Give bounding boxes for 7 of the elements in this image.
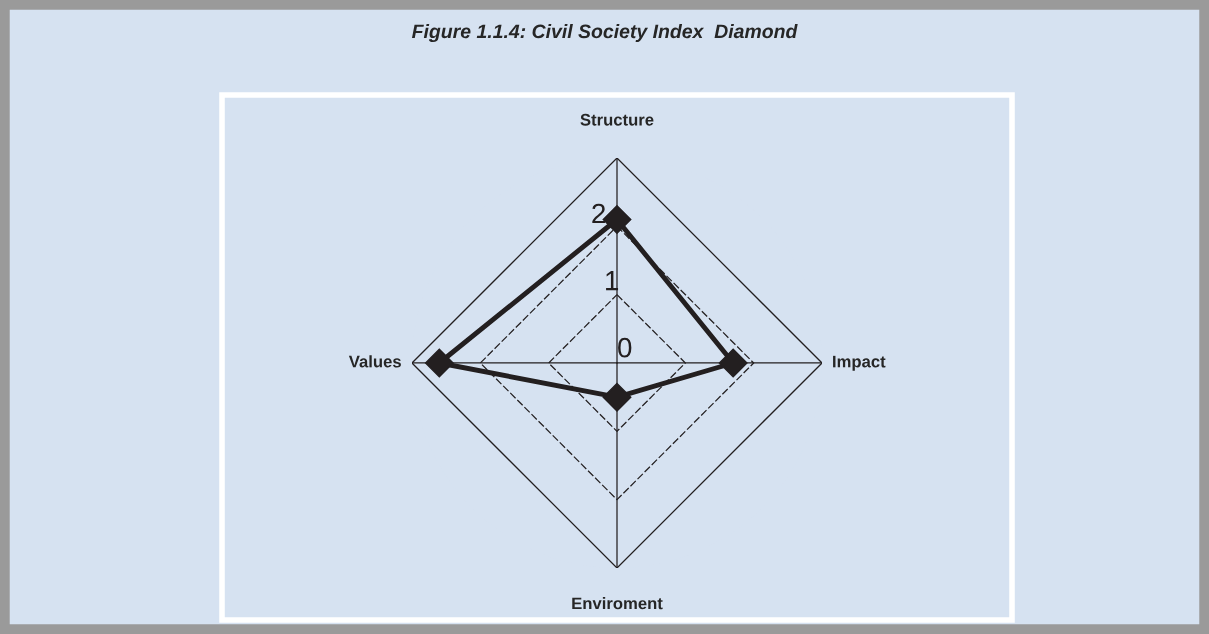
chart-title: Figure 1.1.4: Civil Society Index Diamond (411, 23, 798, 43)
y-tick-label: 2 (592, 203, 605, 224)
spoke-label: Structure (580, 113, 654, 126)
y-tick-label: 0 (618, 337, 632, 358)
spoke-label: Impact (833, 355, 886, 371)
spoke-label: Enviroment (572, 597, 663, 610)
spoke-label: Values (348, 355, 401, 368)
